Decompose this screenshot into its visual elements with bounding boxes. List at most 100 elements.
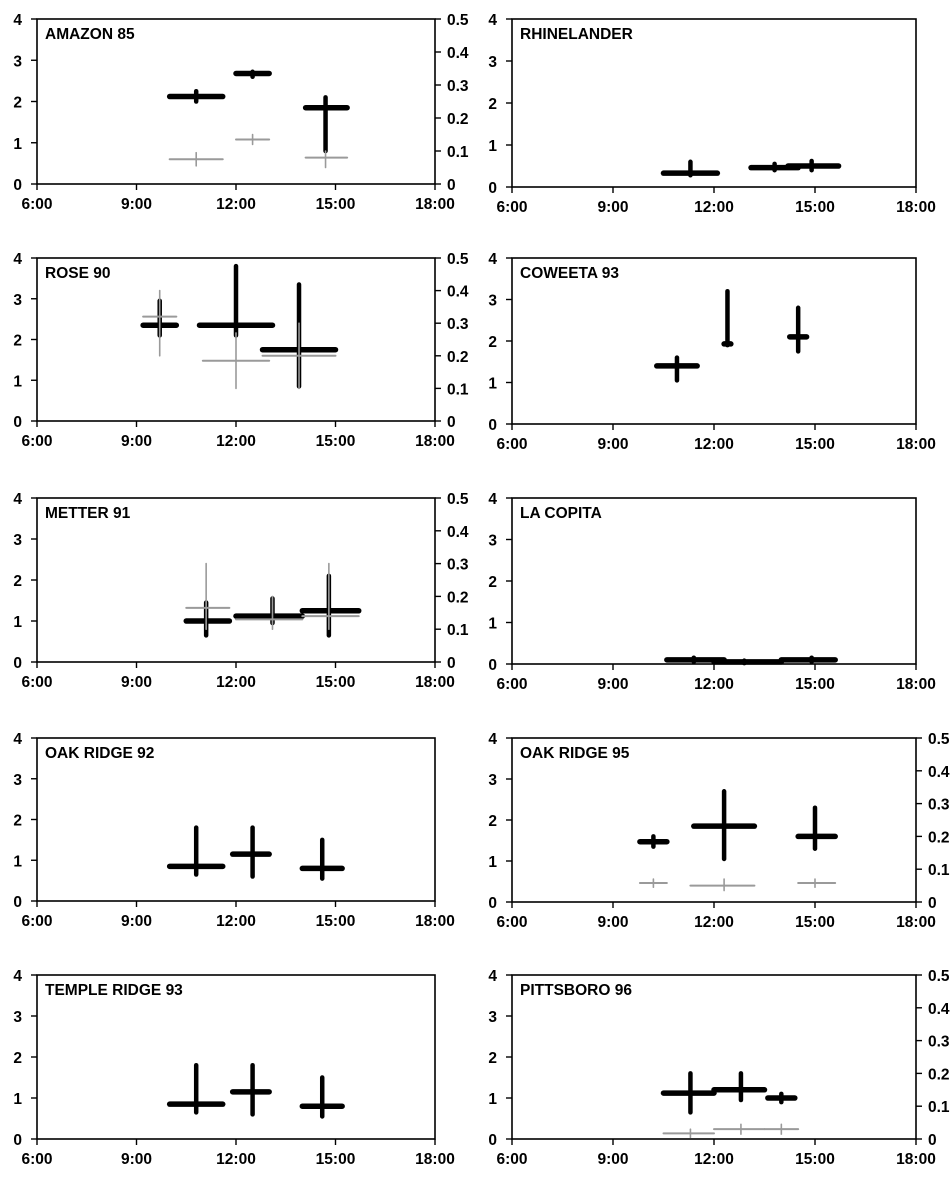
x-tick-label: 9:00	[597, 676, 628, 693]
y-tick-label: 2	[13, 95, 22, 112]
y-tick-label: 1	[13, 136, 22, 153]
x-tick-label: 12:00	[694, 914, 734, 931]
gray-data-point	[185, 562, 231, 631]
y-tick-label: 3	[488, 533, 497, 550]
y-tick-label: 0	[13, 414, 22, 431]
x-tick-label: 15:00	[795, 436, 835, 453]
plot-frame	[511, 737, 917, 903]
y-tick-label: 3	[488, 54, 497, 71]
panel-title: TEMPLE RIDGE 93	[45, 982, 183, 999]
x-tick-label: 15:00	[795, 1151, 835, 1168]
y-tick-label: 3	[488, 293, 497, 310]
y-tick-label: 4	[13, 731, 22, 748]
y-tick-label: 2	[13, 813, 22, 830]
y-tick-label: 2	[13, 1050, 22, 1067]
black-data-point	[299, 1075, 345, 1119]
x-tick-label: 9:00	[121, 913, 152, 930]
gray-data-point	[168, 151, 224, 167]
plot-frame	[36, 497, 436, 663]
y-tick-label: 0	[488, 1132, 497, 1149]
y2-tick-label: 0.3	[447, 557, 469, 574]
y2-tick-label: 0.2	[447, 589, 469, 606]
x-tick-label: 12:00	[216, 913, 256, 930]
y-tick-label: 4	[13, 491, 22, 508]
y-tick-label: 3	[13, 1009, 22, 1026]
x-tick-label: 12:00	[694, 436, 734, 453]
x-tick-label: 6:00	[496, 436, 527, 453]
x-tick-label: 6:00	[496, 1151, 527, 1168]
black-data-point	[785, 158, 842, 173]
black-data-point	[660, 1071, 717, 1115]
y-tick-label: 1	[488, 616, 497, 633]
black-data-point	[691, 789, 758, 862]
plot-frame	[36, 18, 436, 185]
y2-tick-label: 0	[447, 177, 456, 194]
x-tick-label: 6:00	[496, 676, 527, 693]
y-tick-label: 2	[488, 1050, 497, 1067]
y2-tick-label: 0	[447, 414, 456, 431]
gray-data-point	[142, 289, 178, 357]
x-tick-label: 18:00	[896, 1151, 936, 1168]
black-data-point	[654, 355, 700, 383]
gray-data-point	[304, 150, 349, 169]
y-tick-label: 3	[13, 772, 22, 789]
black-data-point	[229, 825, 272, 879]
x-tick-label: 12:00	[216, 196, 256, 213]
y-tick-label: 0	[488, 895, 497, 912]
chart-panel: PITTSBORO 96 6:00 9:00 12:00 15:00 18:00 0 1 2 3 4…	[488, 968, 950, 1168]
panel-title: LA COPITA	[520, 505, 602, 522]
y-tick-label: 3	[13, 53, 22, 70]
gray-data-point	[638, 878, 668, 889]
y-tick-label: 0	[488, 417, 497, 434]
plot-frame	[511, 18, 917, 188]
black-data-point	[302, 95, 350, 154]
black-data-point	[229, 1062, 272, 1117]
y-tick-label: 0	[13, 177, 22, 194]
y-tick-label: 1	[13, 373, 22, 390]
panel-title: OAK RIDGE 95	[520, 745, 630, 762]
y-tick-label: 1	[488, 376, 497, 393]
y2-tick-label: 0.3	[928, 797, 950, 814]
x-tick-label: 6:00	[21, 433, 52, 450]
y2-tick-label: 0.1	[928, 1099, 950, 1116]
black-data-point	[765, 1091, 798, 1105]
y-tick-label: 4	[13, 251, 22, 268]
x-tick-label: 18:00	[415, 1151, 455, 1168]
gray-data-point	[763, 1123, 800, 1135]
plot-frame	[511, 497, 917, 665]
y-tick-label: 0	[488, 657, 497, 674]
y-tick-label: 4	[488, 731, 497, 748]
x-tick-label: 12:00	[216, 433, 256, 450]
y-tick-label: 2	[488, 574, 497, 591]
x-tick-label: 6:00	[496, 914, 527, 931]
x-tick-label: 6:00	[21, 674, 52, 691]
y2-tick-label: 0	[928, 895, 937, 912]
y-tick-label: 2	[13, 333, 22, 350]
x-tick-label: 18:00	[415, 433, 455, 450]
chart-panel: ROSE 90 6:00 9:00 12:00 15:00 18:00 0 1 2 3 4 0 0.1 0…	[13, 251, 469, 450]
y2-tick-label: 0.2	[928, 1066, 950, 1083]
y-tick-label: 4	[488, 968, 497, 985]
x-tick-label: 18:00	[415, 913, 455, 930]
y2-tick-label: 0.1	[447, 381, 469, 398]
x-tick-label: 9:00	[597, 914, 628, 931]
y2-tick-label: 0	[447, 655, 456, 672]
gray-data-point	[235, 595, 304, 631]
x-tick-label: 6:00	[21, 196, 52, 213]
x-tick-label: 15:00	[316, 913, 356, 930]
x-tick-label: 18:00	[896, 676, 936, 693]
y-tick-label: 0	[13, 655, 22, 672]
x-tick-label: 15:00	[795, 199, 835, 216]
y2-tick-label: 0.2	[447, 111, 469, 128]
x-tick-label: 18:00	[415, 674, 455, 691]
y-tick-label: 4	[488, 12, 497, 29]
y-tick-label: 1	[488, 1091, 497, 1108]
gray-data-point	[301, 562, 360, 631]
black-data-point	[299, 837, 345, 881]
x-tick-label: 12:00	[694, 1151, 734, 1168]
y-tick-label: 2	[488, 334, 497, 351]
chart-panel: COWEETA 93 6:00 9:00 12:00 15:00 18:00 0 1 2 3 4	[488, 251, 935, 453]
y-tick-label: 1	[488, 138, 497, 155]
y-tick-label: 1	[13, 853, 22, 870]
